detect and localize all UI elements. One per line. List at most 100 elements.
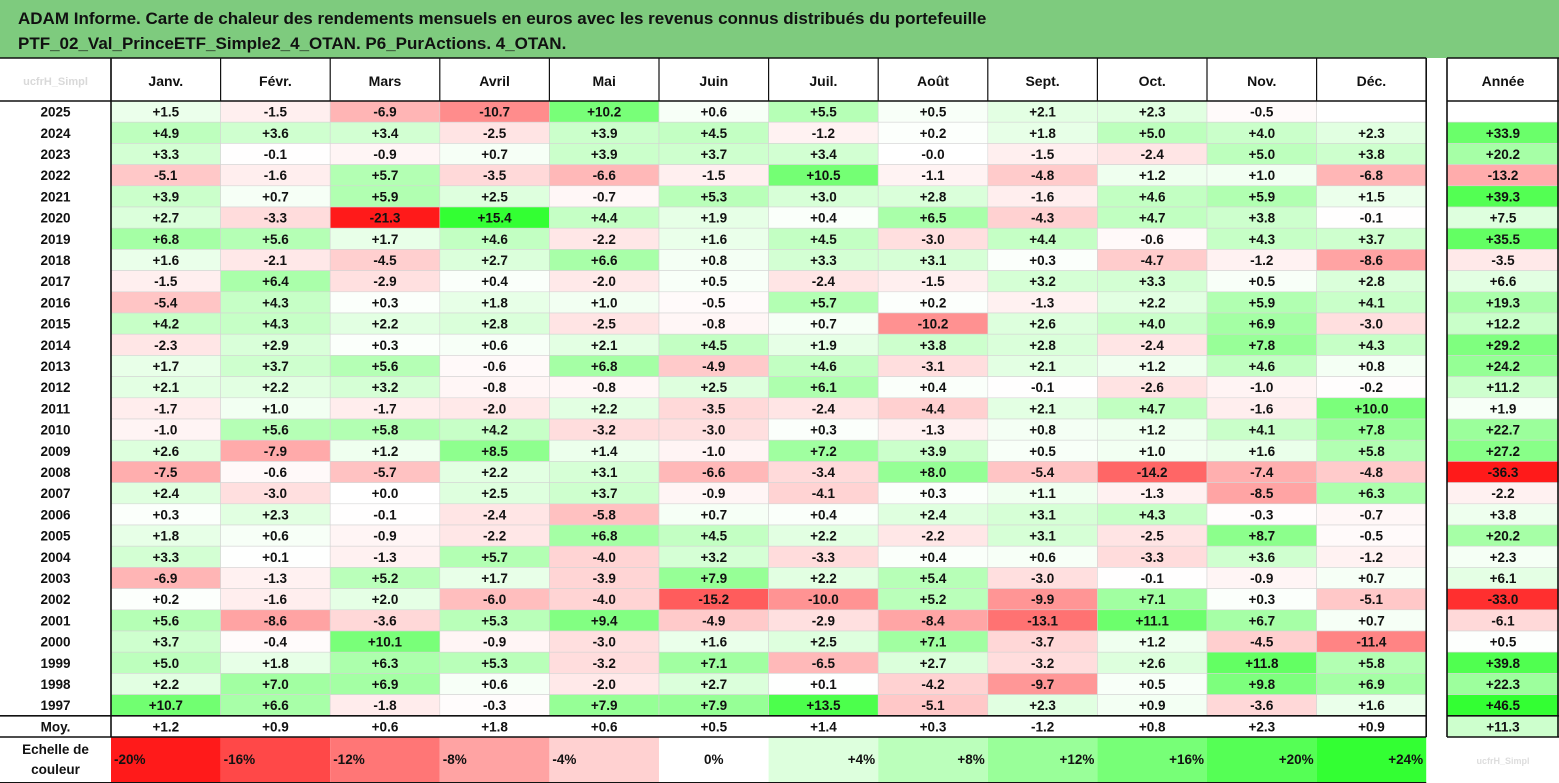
year-label: 2006	[40, 507, 71, 522]
cell-value: +4.5	[700, 529, 727, 544]
scale-stop-label: +4%	[848, 752, 875, 767]
cell-value: +2.3	[1358, 126, 1385, 141]
cell-value: +2.2	[810, 571, 837, 586]
cell-value: +0.8	[1358, 359, 1385, 374]
cell-value: -1.6	[1250, 401, 1274, 416]
cell-value: +0.5	[700, 274, 727, 289]
cell-value: +2.7	[152, 211, 179, 226]
cell-value: +10.2	[587, 105, 621, 120]
year-label: 2013	[40, 359, 71, 374]
cell-value: -1.2	[812, 126, 835, 141]
year-label: 2019	[40, 232, 70, 247]
cell-value: +5.5	[810, 105, 837, 120]
annual-value: -13.2	[1488, 168, 1519, 183]
cell-value: +1.1	[1029, 486, 1056, 501]
cell-value: -1.6	[264, 168, 288, 183]
cell-value: +2.7	[481, 253, 508, 268]
cell-value: +4.7	[1139, 401, 1166, 416]
year-label: 2025	[40, 105, 71, 120]
cell-value: -3.4	[812, 465, 836, 480]
cell-value: -0.1	[1360, 211, 1384, 226]
cell-value: -1.5	[154, 274, 178, 289]
cell-value: -1.5	[1031, 147, 1055, 162]
cell-value: +5.9	[372, 189, 399, 204]
cell-value: +0.4	[481, 274, 508, 289]
cell-value: -3.5	[483, 168, 507, 183]
cell-value: -2.5	[593, 317, 617, 332]
cell-value: +4.3	[262, 317, 289, 332]
cell-value: -8.5	[1250, 486, 1274, 501]
cell-value: +0.8	[1029, 423, 1056, 438]
cell-value: +2.3	[1139, 105, 1166, 120]
cell-value: +11.8	[1245, 656, 1279, 671]
annual-value: +1.9	[1490, 401, 1517, 416]
cell-value: +5.6	[262, 423, 289, 438]
cell-value: +5.6	[262, 232, 289, 247]
cell-value: +3.1	[1029, 529, 1056, 544]
cell-value: +4.3	[1358, 338, 1385, 353]
cell-value: +3.3	[1139, 274, 1166, 289]
cell-value: -3.2	[593, 423, 616, 438]
year-label: 2004	[40, 550, 71, 565]
year-label: 2015	[40, 317, 71, 332]
cell-value: +1.7	[481, 571, 508, 586]
cell-value: -7.9	[264, 444, 287, 459]
cell-value: +3.9	[591, 126, 618, 141]
annual-value: +46.5	[1486, 698, 1521, 713]
cell-value: -6.5	[812, 656, 836, 671]
cell-value: -0.6	[483, 359, 507, 374]
cell-value: -4.8	[1360, 465, 1384, 480]
year-header: Année	[1482, 73, 1525, 89]
scale-stop-label: -4%	[552, 752, 576, 767]
cell-value: +0.6	[1029, 550, 1056, 565]
cell-value: +0.4	[810, 507, 837, 522]
cell-value: +3.1	[591, 465, 618, 480]
cell-value: +1.0	[262, 401, 289, 416]
annual-cell	[1446, 100, 1559, 123]
scale-swatch	[878, 737, 988, 783]
cell-value: -0.5	[1360, 529, 1384, 544]
cell-value: -14.2	[1137, 465, 1168, 480]
annual-value: +7.5	[1490, 211, 1517, 226]
cell-value: +4.6	[1139, 189, 1166, 204]
cell-value: -2.6	[1141, 380, 1165, 395]
annual-value: +2.3	[1490, 550, 1517, 565]
cell-value: +4.5	[700, 338, 727, 353]
year-label: 2017	[40, 274, 70, 289]
cell-value: -13.1	[1027, 613, 1058, 628]
scale-swatch	[220, 737, 331, 783]
cell-value: +3.7	[700, 147, 727, 162]
cell-value: +7.8	[1358, 423, 1385, 438]
cell-value: +10.0	[1354, 401, 1388, 416]
cell-value: +1.0	[1139, 444, 1166, 459]
cell-value: +2.5	[481, 189, 508, 204]
cell-value: +1.2	[372, 444, 399, 459]
cell-value: +1.6	[1358, 698, 1385, 713]
cell-value: +2.9	[262, 338, 289, 353]
cell-value: +2.1	[1029, 105, 1056, 120]
annual-value: -33.0	[1488, 592, 1519, 607]
annual-value: +29.2	[1486, 338, 1520, 353]
cell-value: +3.3	[152, 550, 179, 565]
annual-value: +33.9	[1486, 126, 1520, 141]
cell-value: -0.0	[921, 147, 944, 162]
cell-value: +6.3	[1358, 486, 1385, 501]
cell-value: +1.8	[481, 295, 508, 310]
cell-value: +2.6	[1139, 656, 1166, 671]
year-label: 2002	[40, 592, 70, 607]
annual-value: +39.8	[1486, 656, 1521, 671]
cell-value: +2.4	[920, 507, 947, 522]
cell-value: +2.7	[700, 677, 727, 692]
cell-value: +1.2	[1139, 423, 1166, 438]
cell-value: +0.3	[810, 423, 837, 438]
cell-value: -2.0	[593, 677, 616, 692]
annual-value: +22.3	[1486, 677, 1521, 692]
cell-value: -6.6	[702, 465, 726, 480]
cell-value: -21.3	[370, 211, 401, 226]
mean-value: +2.3	[1248, 719, 1275, 734]
cell-value: +3.2	[372, 380, 399, 395]
cell-value: +3.1	[1029, 507, 1056, 522]
cell-value: +3.0	[810, 189, 837, 204]
cell-value: +1.8	[262, 656, 289, 671]
